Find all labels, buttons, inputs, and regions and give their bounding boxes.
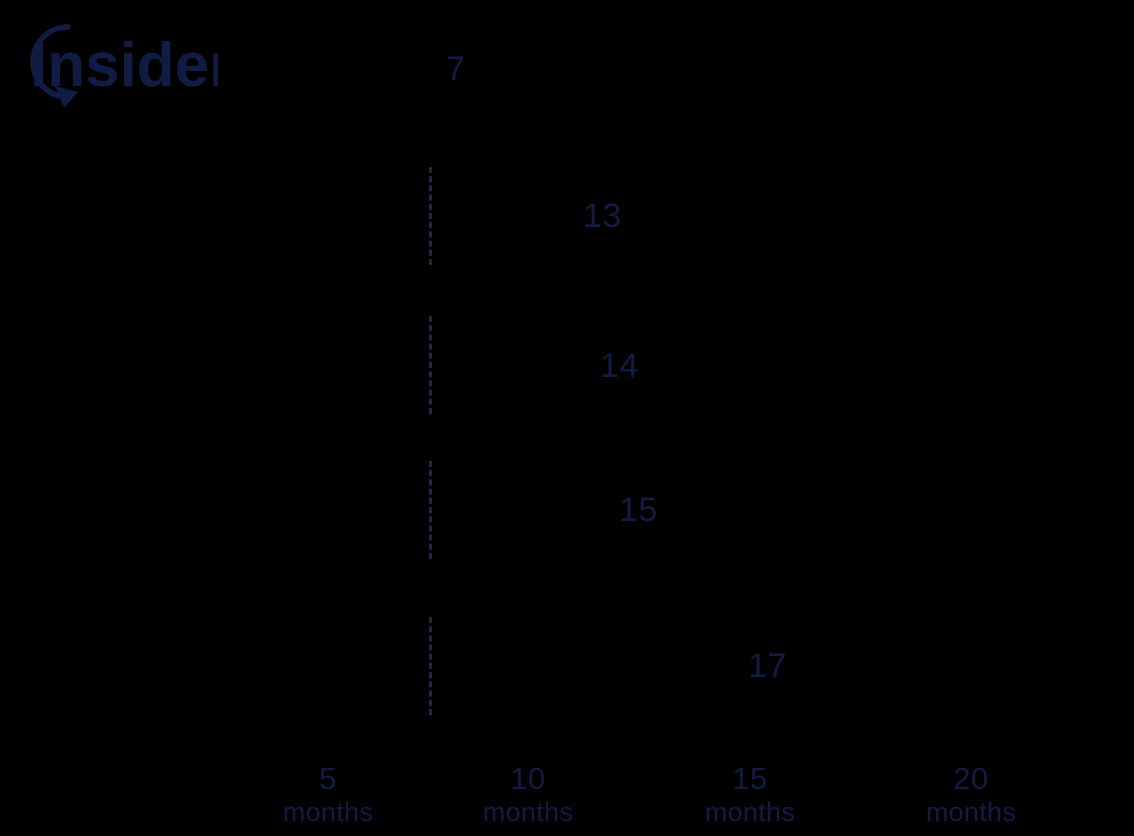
reference-line: [429, 316, 432, 414]
axis-tick-unit: months: [704, 797, 796, 827]
bar-value-label: 15: [619, 491, 658, 529]
bar-value-label: 14: [600, 347, 639, 385]
reference-line: [429, 461, 432, 559]
bar-row: [240, 167, 566, 265]
reference-line: [429, 617, 432, 715]
axis-tick-unit: months: [925, 797, 1017, 827]
circular-arrow-icon: Insider: [30, 24, 218, 108]
reference-line: [429, 167, 432, 265]
bar-value-label: 13: [583, 197, 622, 235]
bar-row: [240, 617, 731, 715]
insider-logo: Insider: [6, 14, 218, 110]
axis-tick-15: 15 months: [670, 762, 830, 828]
axis-tick-value: 5: [319, 761, 337, 796]
bar-row: [240, 316, 581, 414]
axis-tick-5: 5 months: [248, 762, 408, 828]
axis-tick-unit: months: [282, 797, 374, 827]
axis-tick-10: 10 months: [448, 762, 608, 828]
bar-row: [240, 17, 431, 115]
axis-tick-20: 20 months: [891, 762, 1051, 828]
axis-tick-unit: months: [482, 797, 574, 827]
axis-tick-value: 15: [732, 761, 768, 796]
bar-value-label: 7: [446, 50, 466, 88]
axis-tick-value: 20: [953, 761, 989, 796]
bar-row: [240, 461, 601, 559]
axis-tick-value: 10: [510, 761, 546, 796]
brand-name: Insider: [30, 31, 218, 100]
bar-value-label: 17: [748, 647, 787, 685]
